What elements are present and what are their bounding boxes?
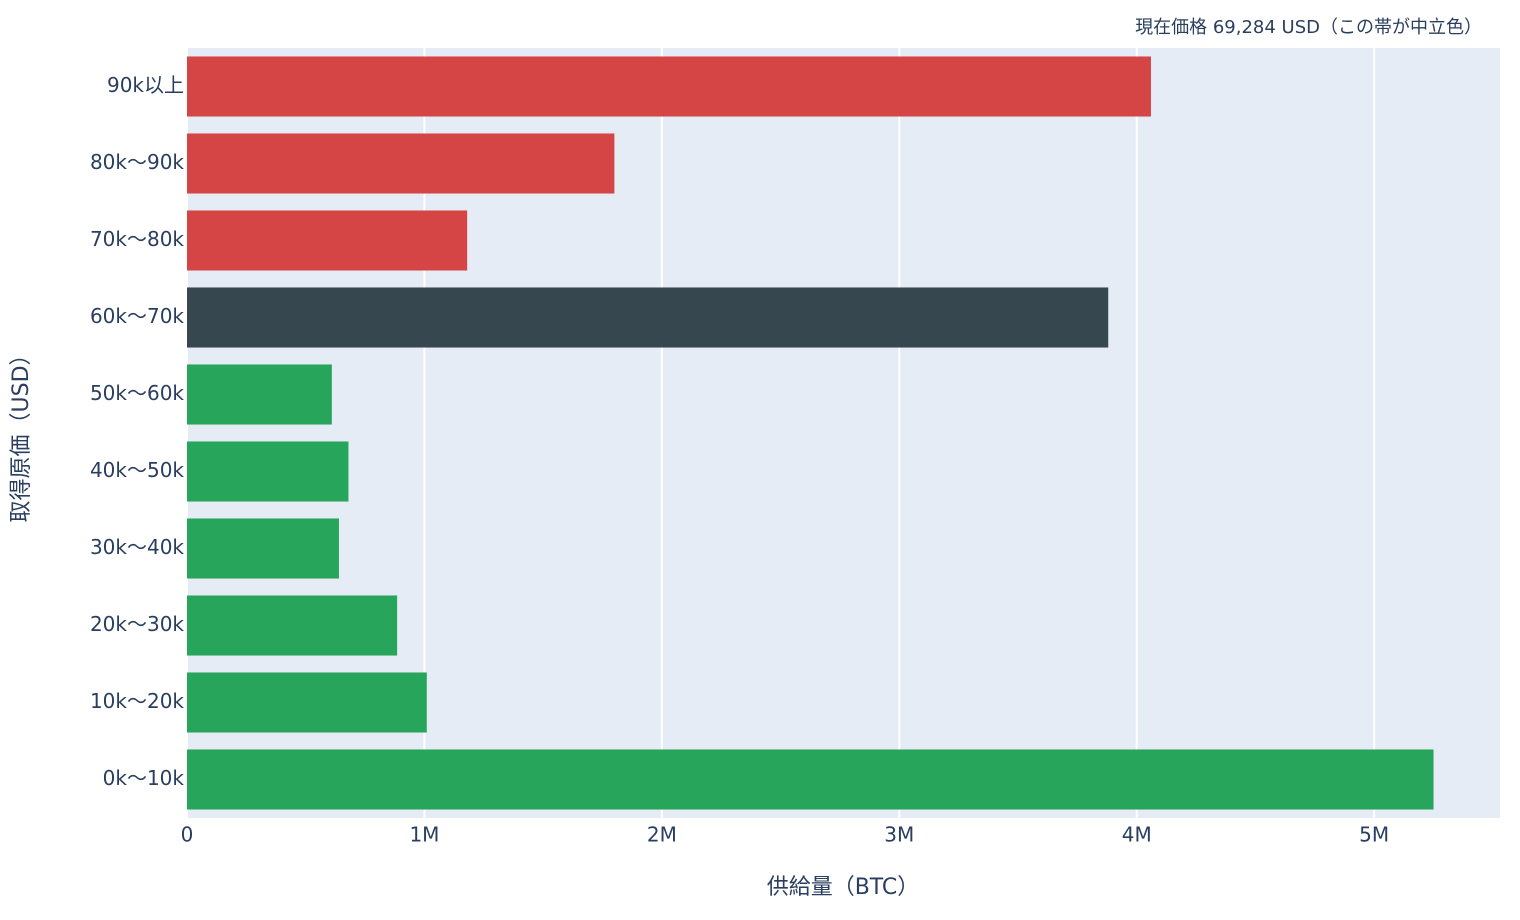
y-tick-label: 60k〜70k (90, 304, 184, 328)
y-tick-label: 10k〜20k (90, 689, 184, 713)
y-tick-label: 0k〜10k (103, 766, 185, 790)
x-tick-label: 0 (181, 823, 194, 847)
x-tick-label: 3M (884, 823, 914, 847)
x-tick-label: 2M (647, 823, 677, 847)
y-tick-label: 90k以上 (107, 73, 184, 97)
y-tick-label: 50k〜60k (90, 381, 184, 405)
bar (187, 133, 615, 194)
y-tick-label: 80k〜90k (90, 150, 184, 174)
x-tick-label: 4M (1122, 823, 1152, 847)
bar (187, 56, 1151, 117)
bar (187, 287, 1109, 348)
bar (187, 672, 427, 733)
y-tick-label: 20k〜30k (90, 612, 184, 636)
y-tick-label: 40k〜50k (90, 458, 184, 482)
annotation: 現在価格 69,284 USD（この帯が中立色） (1135, 17, 1482, 38)
y-tick-label: 70k〜80k (90, 227, 184, 251)
bar (187, 595, 398, 656)
bar (187, 210, 468, 271)
y-axis-title: 取得原価（USD） (9, 343, 34, 522)
bar (187, 749, 1434, 810)
y-tick-label: 30k〜40k (90, 535, 184, 559)
bar (187, 518, 339, 579)
bar (187, 364, 332, 425)
x-tick-label: 5M (1359, 823, 1389, 847)
x-axis-title: 供給量（BTC） (767, 875, 920, 900)
bar (187, 441, 349, 502)
x-tick-label: 1M (409, 823, 439, 847)
